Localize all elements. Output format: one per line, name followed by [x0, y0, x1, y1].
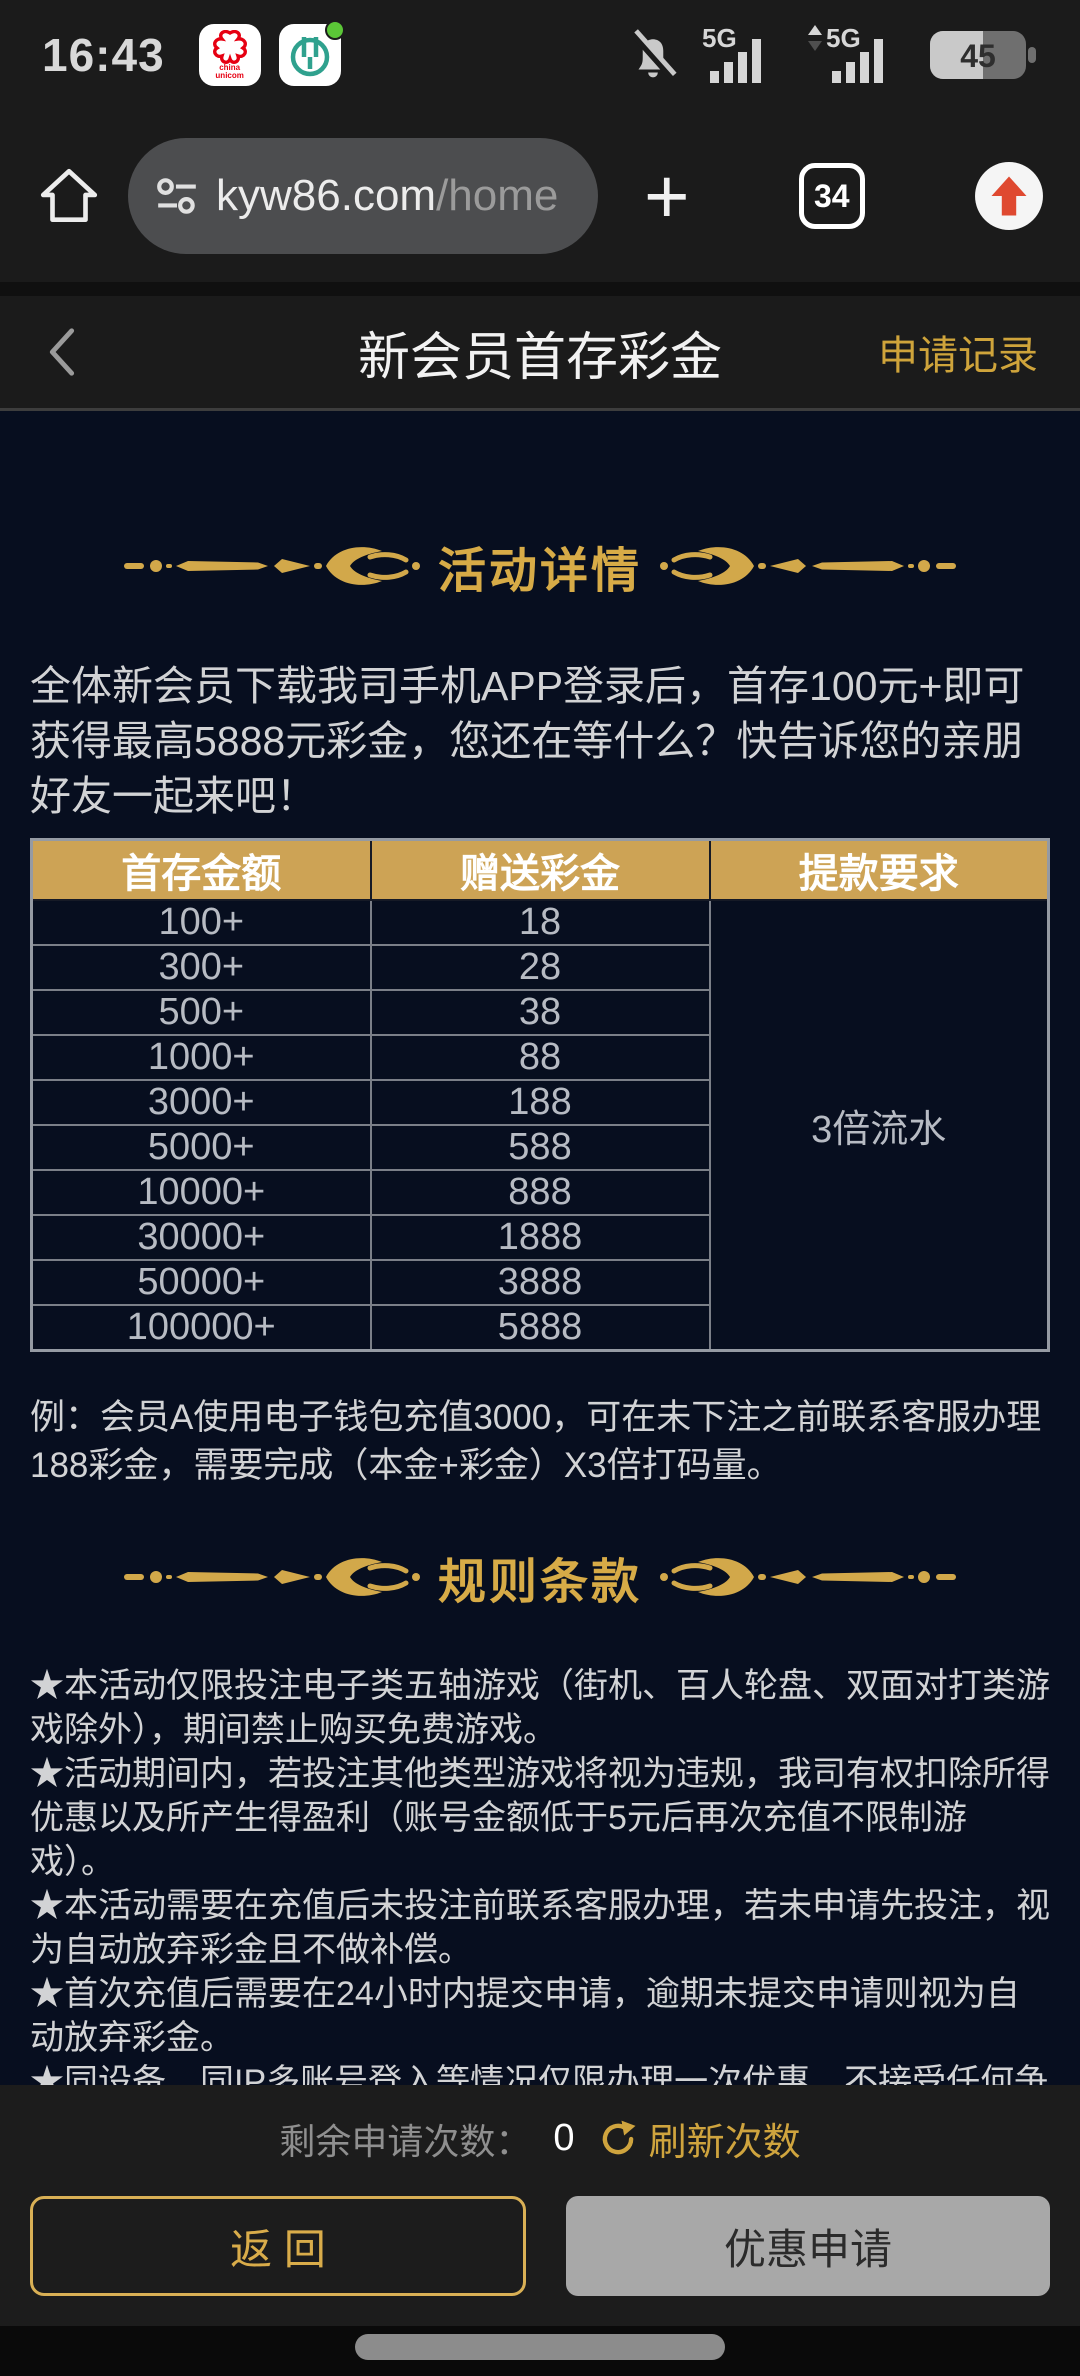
- refresh-count-label: 刷新次数: [648, 2122, 801, 2164]
- promo-example-text: 例：会员A使用电子钱包充值3000，可在未下注之前联系客服办理188彩金，需要完…: [30, 1398, 1042, 1485]
- ornament-left-icon: [123, 547, 420, 585]
- url-text[interactable]: kyw86.com/home: [216, 171, 559, 220]
- ornament-left-icon: [123, 1558, 420, 1596]
- table-row: 300+ 28: [30, 944, 1049, 991]
- ornament-right-icon: [660, 547, 956, 585]
- back-button[interactable]: [42, 323, 82, 381]
- promo-intro-text: 全体新会员下载我司手机APP登录后，首存100元+即可获得最高5888元彩金，您…: [30, 663, 1025, 819]
- table-row: 50000+ 3888: [30, 1259, 1049, 1306]
- application-records-link[interactable]: 申请记录: [878, 334, 1038, 378]
- signal-5g-sim2-icon: 5G: [808, 23, 883, 83]
- china-unicom-logo-icon: [212, 30, 247, 64]
- table-row: 5000+ 588: [30, 1124, 1049, 1171]
- ornament-right-icon: [660, 1558, 956, 1596]
- tab-switcher-button[interactable]: 34: [798, 163, 865, 229]
- footer-buttons: 返 回 优惠申请: [0, 2196, 1080, 2296]
- action-footer: 剩余申请次数： 0 刷新次数 返 回 优惠申请: [0, 2085, 1080, 2326]
- notifications-muted-icon: [630, 29, 677, 80]
- rules-section-heading: 规则条款: [30, 1546, 1050, 1609]
- details-section-heading: 活动详情: [30, 535, 1050, 598]
- rules-heading-text: 规则条款: [437, 1556, 642, 1609]
- rule-item: ★同设备、同IP多账号登入等情况仅限办理一次优惠，不接受任何争议。: [30, 2063, 1049, 2085]
- gesture-handle[interactable]: [355, 2334, 725, 2360]
- teal-app-notification-icon: [278, 20, 345, 86]
- apply-promotion-button[interactable]: 优惠申请: [566, 2196, 1050, 2296]
- china-unicom-notification-icon: china unicom: [198, 24, 261, 86]
- rule-item: ★首次充值后需要在24小时内提交申请，逾期未提交申请则视为自动放弃彩金。: [30, 1975, 1020, 2057]
- table-row: 100+ 18 3倍流水: [30, 899, 1050, 1352]
- promo-page-body: 活动详情 全体新会员下载我司手机APP登录后，首存100元+即可获得最高5888…: [0, 411, 1080, 2085]
- return-button[interactable]: 返 回: [30, 2196, 526, 2296]
- withdrawal-requirement-cell: 3倍流水: [708, 899, 1050, 1352]
- details-heading-text: 活动详情: [437, 545, 642, 598]
- address-bar[interactable]: kyw86.com/home: [128, 138, 598, 254]
- quota-row: 剩余申请次数： 0 刷新次数: [0, 2085, 1080, 2166]
- table-row: 10000+ 888: [30, 1169, 1049, 1216]
- table-row: 3000+ 188: [30, 1079, 1049, 1126]
- browser-toolbar: kyw86.com/home + 34: [0, 110, 1080, 282]
- battery-icon: 45: [930, 31, 1036, 79]
- bonus-table: 首存金额 赠送彩金 提款要求 100+ 18 3倍流水 300+ 28 500+ 3…: [30, 838, 1050, 1352]
- svg-text:5G: 5G: [826, 23, 861, 53]
- site-settings-icon[interactable]: [154, 173, 200, 219]
- rule-item: ★本活动仅限投注电子类五轴游戏（街机、百人轮盘、双面对打类游戏除外），期间禁止购…: [30, 1667, 1050, 1749]
- rule-item: ★本活动需要在充值后未投注前联系客服办理，若未申请先投注，视为自动放弃彩金且不做…: [30, 1887, 1050, 1969]
- teal-plug-icon: [290, 37, 329, 77]
- table-row: 500+ 38: [30, 989, 1049, 1036]
- toolbar-divider: [0, 282, 1080, 296]
- remaining-applications-label: 剩余申请次数：: [279, 2120, 532, 2162]
- clock: 16:43: [42, 29, 165, 81]
- remaining-applications-count: 0: [553, 2117, 575, 2159]
- col-deposit-amount: 首存金额: [30, 838, 372, 901]
- col-withdrawal-requirement: 提款要求: [708, 838, 1050, 901]
- signal-5g-sim1-icon: 5G: [702, 23, 761, 83]
- svg-text:45: 45: [960, 38, 996, 74]
- system-navigation-bar: [0, 2326, 1080, 2376]
- tab-count: 34: [813, 177, 850, 214]
- table-row: 100000+ 5888: [30, 1304, 1049, 1352]
- new-tab-button[interactable]: +: [644, 152, 690, 240]
- table-row: 1000+ 88: [30, 1034, 1049, 1081]
- rules-list: ★本活动仅限投注电子类五轴游戏（街机、百人轮盘、双面对打类游戏除外），期间禁止购…: [30, 1664, 1050, 2085]
- refresh-icon: [602, 2120, 636, 2154]
- page-title: 新会员首存彩金: [357, 328, 722, 387]
- page-header: 新会员首存彩金 申请记录: [0, 296, 1080, 411]
- svg-text:5G: 5G: [702, 23, 737, 53]
- chrome-update-button[interactable]: [974, 161, 1044, 231]
- table-row: 30000+ 1888: [30, 1214, 1049, 1261]
- home-button[interactable]: [36, 163, 102, 229]
- status-bar: 16:43 china unicom 5G: [0, 0, 1080, 110]
- refresh-count-button[interactable]: 刷新次数: [597, 2111, 801, 2166]
- col-bonus: 赠送彩金: [369, 838, 711, 901]
- table-header-row: 首存金额 赠送彩金 提款要求: [30, 838, 1050, 901]
- rule-item: ★活动期间内，若投注其他类型游戏将视为违规，我司有权扣除所得优惠以及所产生得盈利…: [30, 1755, 1050, 1881]
- notification-badge: [324, 20, 345, 40]
